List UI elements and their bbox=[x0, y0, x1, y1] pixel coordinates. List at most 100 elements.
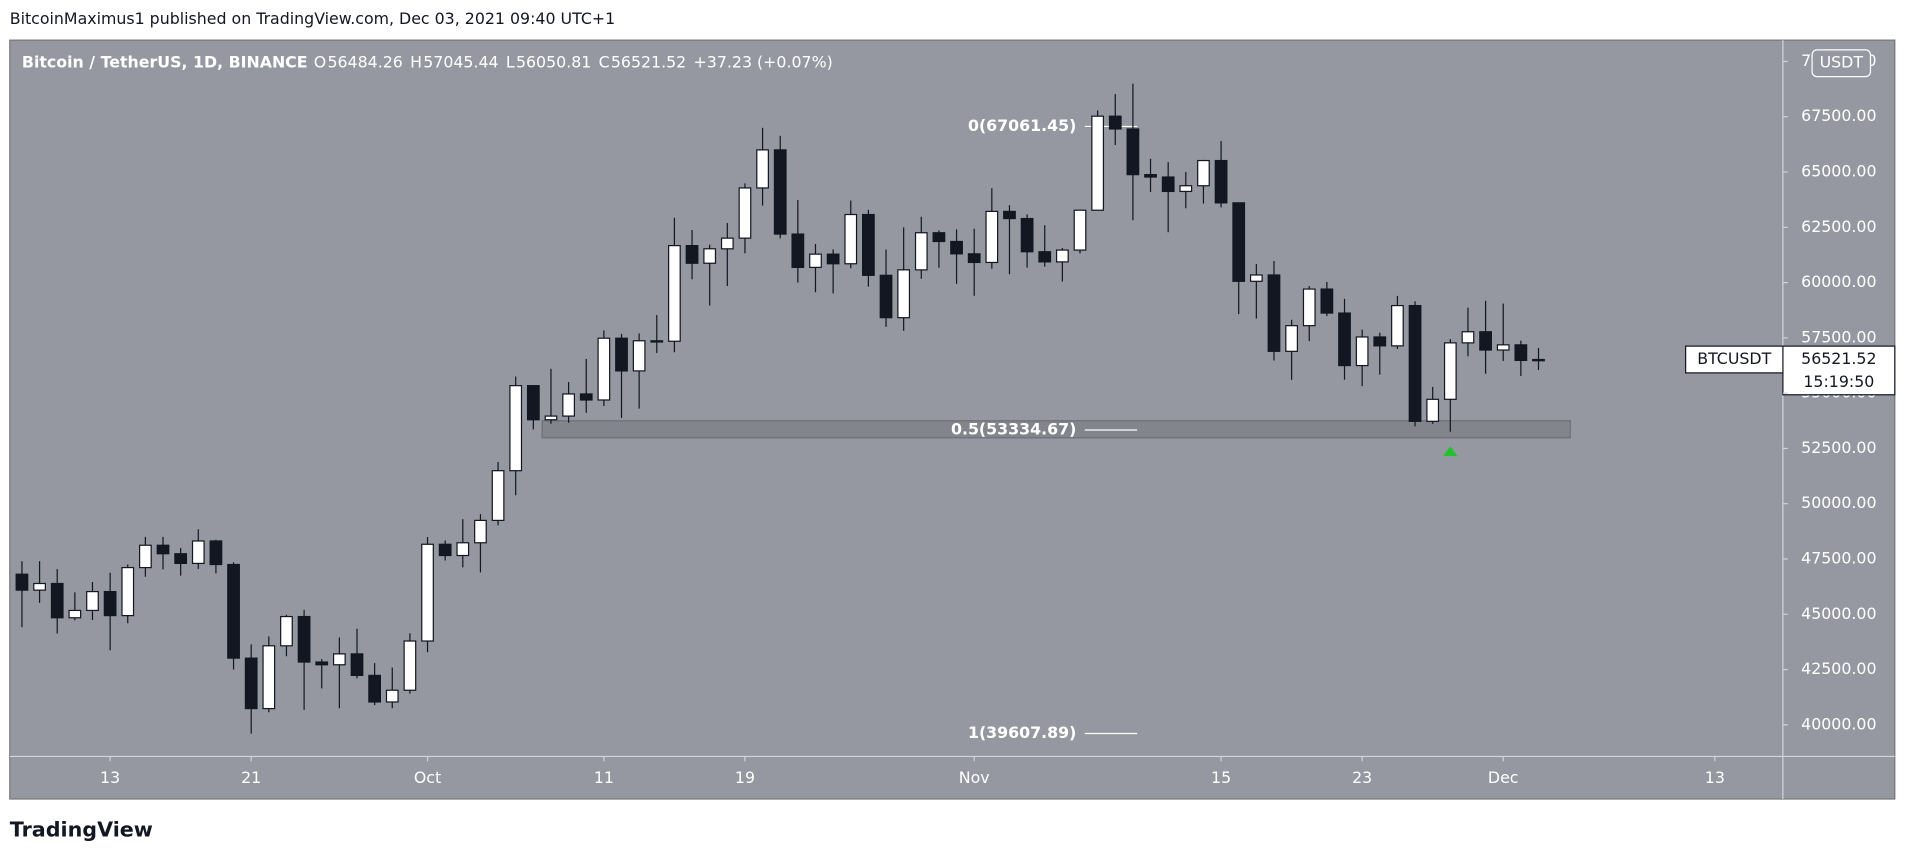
candle-body bbox=[280, 615, 293, 647]
legend-key: C bbox=[599, 53, 610, 72]
candle-body bbox=[385, 689, 399, 703]
candle-body bbox=[1197, 159, 1210, 187]
legend-key: O bbox=[314, 53, 326, 72]
candle-body bbox=[1302, 288, 1316, 327]
candle-body bbox=[1108, 115, 1122, 130]
price-box bbox=[1782, 345, 1896, 396]
candle-body bbox=[456, 542, 470, 557]
candle-body bbox=[862, 213, 875, 276]
x-tick-label: 13 bbox=[1705, 768, 1725, 787]
candle-body bbox=[1338, 312, 1351, 367]
candle-body bbox=[1161, 176, 1175, 193]
candle-body bbox=[897, 269, 911, 319]
footer-logo: TradingView bbox=[10, 818, 153, 842]
candle-body bbox=[121, 566, 135, 617]
candle-body bbox=[156, 544, 170, 555]
candle-body bbox=[174, 553, 188, 565]
y-tick-label: 60000.00 bbox=[1801, 272, 1876, 291]
fib-label: 0(67061.45) bbox=[968, 116, 1076, 135]
overlay: 40000.00 42500.00 45000.00 47500.00 50000.00… bbox=[1685, 49, 1896, 733]
candle-body bbox=[1426, 398, 1440, 422]
candle-body bbox=[1126, 128, 1140, 176]
candle-body bbox=[1232, 202, 1246, 282]
candle-body bbox=[509, 385, 523, 472]
candle-body bbox=[68, 609, 82, 619]
x-tick-label: 11 bbox=[594, 768, 614, 787]
candle-body bbox=[1020, 217, 1034, 253]
candle-body bbox=[1144, 174, 1157, 178]
candle-body bbox=[967, 253, 981, 264]
candle-body bbox=[1055, 249, 1069, 263]
candle-body bbox=[1443, 342, 1457, 400]
y-tick-label: 67500.00 bbox=[1801, 106, 1876, 125]
candle-body bbox=[191, 540, 205, 565]
candle-body bbox=[138, 544, 152, 569]
y-tick-label: 47500.00 bbox=[1801, 548, 1876, 567]
candle-body bbox=[1514, 344, 1528, 362]
x-tick-label: Dec bbox=[1488, 768, 1519, 787]
x-tick-label: Oct bbox=[414, 768, 441, 787]
candle-body bbox=[1267, 274, 1281, 352]
legend-value: 56484.26 bbox=[327, 53, 402, 72]
legend-value: 56521.52 bbox=[611, 53, 686, 72]
candle-body bbox=[562, 393, 575, 417]
candle-body bbox=[720, 237, 734, 250]
legend-value: 56050.81 bbox=[516, 53, 591, 72]
chart-title: Bitcoin / TetherUS, 1D, BINANCE bbox=[22, 53, 308, 72]
candle-body bbox=[1496, 344, 1510, 351]
candle-body bbox=[15, 573, 29, 591]
x-tick-label: Nov bbox=[959, 768, 990, 787]
candle-body bbox=[1003, 210, 1016, 220]
symbol-label: BTCUSDT bbox=[1697, 349, 1771, 368]
candle-body bbox=[1391, 304, 1404, 347]
candle-body bbox=[50, 582, 64, 619]
candle-body bbox=[438, 543, 452, 557]
candle-body bbox=[932, 232, 946, 243]
candle-body bbox=[1179, 185, 1193, 193]
legend-key: L bbox=[506, 53, 515, 72]
candle-body bbox=[685, 245, 699, 264]
legend-value: 57045.44 bbox=[423, 53, 498, 72]
candle-body bbox=[227, 563, 240, 659]
candle-body bbox=[421, 543, 434, 642]
x-tick-label: 13 bbox=[100, 768, 120, 787]
candle-body bbox=[297, 615, 311, 663]
x-tick-label: 23 bbox=[1352, 768, 1372, 787]
candle-body bbox=[491, 470, 505, 522]
candle-body bbox=[1249, 274, 1263, 282]
candle-body bbox=[262, 645, 276, 710]
signal-arrow bbox=[1443, 446, 1458, 456]
currency-label: USDT bbox=[1820, 53, 1864, 72]
fib-label: 1(39607.89) bbox=[968, 723, 1076, 742]
y-tick-label: 52500.00 bbox=[1801, 438, 1876, 457]
candle-body bbox=[315, 661, 329, 666]
x-tick-label: 21 bbox=[241, 768, 261, 787]
candle-body bbox=[1285, 325, 1298, 352]
candle-body bbox=[86, 590, 99, 612]
candle-body bbox=[1091, 115, 1105, 211]
candle-body bbox=[615, 337, 628, 372]
candle-body bbox=[650, 340, 664, 343]
y-tick-label: 62500.00 bbox=[1801, 217, 1876, 236]
candle-body bbox=[985, 210, 999, 264]
candle-body bbox=[209, 540, 223, 566]
candle-body bbox=[1073, 209, 1087, 251]
legend-key: H bbox=[410, 53, 422, 72]
candle-body bbox=[1214, 159, 1228, 204]
candle-body bbox=[544, 415, 558, 421]
x-tick-label: 15 bbox=[1211, 768, 1231, 787]
candle-body bbox=[844, 213, 858, 265]
candle-body bbox=[579, 393, 593, 401]
candle-body bbox=[244, 657, 258, 710]
candle-body bbox=[350, 653, 364, 677]
candle-body bbox=[1479, 331, 1492, 351]
y-tick-label: 42500.00 bbox=[1801, 659, 1876, 678]
candle-body bbox=[33, 582, 46, 591]
candle-body bbox=[809, 253, 822, 268]
candle-body bbox=[632, 340, 646, 372]
legend-change: +37.23 (+0.07%) bbox=[694, 53, 833, 72]
legend: O 56484.26 H 57045.44 L 56050.81 C 56521.52 +37.… bbox=[314, 53, 833, 72]
symbol-box bbox=[1685, 345, 1784, 374]
